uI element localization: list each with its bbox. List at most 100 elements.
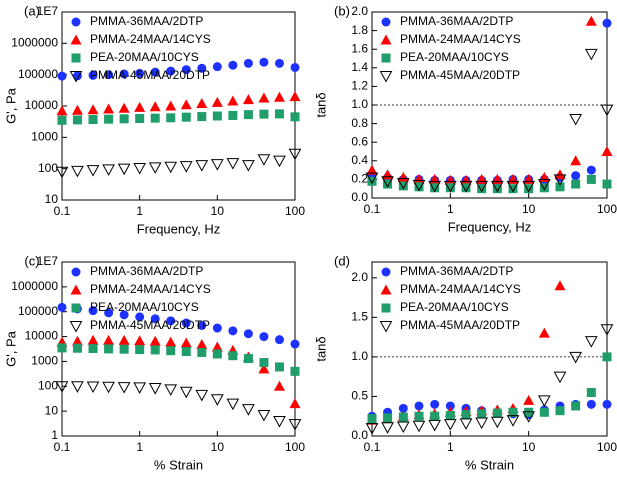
marker — [86, 165, 100, 177]
y-tick-label: 1E7 — [37, 4, 59, 18]
marker — [274, 362, 284, 372]
x-tick-label: 10 — [522, 202, 536, 216]
y-tick-label: 10000 — [25, 98, 59, 112]
marker — [181, 65, 191, 75]
x-tick-label: 0.1 — [54, 204, 71, 218]
marker — [102, 164, 115, 176]
marker — [88, 306, 98, 316]
marker — [365, 172, 379, 185]
y-tick-label: 10 — [45, 192, 59, 206]
y-tick-label: 0.2 — [351, 172, 368, 186]
marker — [492, 184, 502, 194]
marker — [508, 407, 518, 417]
marker — [443, 180, 457, 193]
y-tick-label: 1.0 — [351, 349, 368, 363]
marker — [166, 346, 176, 356]
marker — [397, 172, 409, 183]
marker — [522, 180, 536, 193]
marker — [150, 113, 160, 123]
marker — [396, 178, 410, 190]
marker — [367, 414, 377, 424]
marker — [259, 358, 269, 368]
marker — [584, 336, 598, 348]
marker — [166, 66, 176, 76]
legend-label: PMMA-36MAA/2DTP — [400, 14, 513, 28]
y-tick-label: 10000 — [25, 329, 59, 343]
marker — [180, 337, 192, 348]
marker — [600, 104, 614, 117]
marker — [211, 96, 223, 107]
marker — [88, 70, 98, 80]
legend-marker — [69, 321, 83, 333]
marker — [118, 102, 130, 113]
x-tick-label: 100 — [285, 440, 305, 454]
marker — [553, 174, 567, 186]
legend-label: PMMA-36MAA/2DTP — [400, 264, 513, 278]
legend-label: PMMA-45MAA/20DTP — [90, 68, 210, 82]
y-tick-label: 100 — [38, 161, 58, 175]
marker — [555, 406, 565, 416]
marker — [290, 339, 300, 349]
marker — [524, 407, 534, 417]
marker — [461, 410, 471, 420]
marker — [398, 403, 408, 413]
legend-label: PMMA-24MAA/14CYS — [400, 282, 521, 296]
marker — [119, 114, 129, 124]
legend-marker — [379, 321, 393, 333]
marker — [228, 60, 238, 70]
marker — [459, 180, 473, 193]
y-tick-label: 100000 — [18, 304, 58, 318]
marker — [71, 165, 84, 178]
marker — [490, 416, 504, 429]
x-tick-label: 10 — [522, 440, 536, 454]
marker — [102, 381, 115, 394]
marker — [197, 112, 207, 122]
y-tick-label: 1000000 — [11, 36, 58, 50]
marker — [523, 394, 535, 405]
panel-label: (b) — [334, 3, 350, 18]
legend-marker — [70, 284, 82, 295]
marker — [165, 100, 177, 111]
marker — [195, 389, 209, 402]
marker — [492, 408, 502, 418]
marker — [149, 101, 161, 112]
y-tick-label: 1000 — [31, 354, 58, 368]
marker — [289, 91, 301, 102]
marker — [257, 154, 271, 166]
marker — [273, 380, 285, 391]
x-tick-label: 1 — [136, 204, 143, 218]
marker — [166, 316, 176, 326]
marker — [57, 343, 67, 353]
marker — [88, 344, 98, 354]
marker — [600, 324, 614, 336]
marker — [243, 354, 253, 364]
marker — [430, 399, 440, 409]
marker — [539, 407, 549, 417]
marker — [443, 419, 457, 431]
marker — [150, 345, 160, 355]
x-axis-label: Frequency, Hz — [137, 221, 221, 236]
x-tick-label: 100 — [597, 440, 617, 454]
y-axis-label: G', Pa — [3, 87, 18, 123]
marker — [197, 347, 207, 357]
legend-marker — [381, 53, 391, 63]
y-tick-label: 100 — [38, 378, 58, 392]
marker — [537, 179, 551, 191]
marker — [273, 155, 286, 168]
marker — [148, 383, 162, 395]
marker — [601, 146, 613, 156]
marker — [242, 160, 255, 172]
marker — [414, 411, 424, 421]
y-tick-label: 0.6 — [351, 134, 368, 148]
marker — [228, 326, 238, 336]
marker — [227, 95, 239, 106]
y-tick-label: 1.8 — [351, 23, 368, 37]
marker — [210, 394, 224, 406]
marker — [290, 62, 300, 72]
marker — [290, 366, 300, 376]
marker — [586, 174, 596, 184]
marker — [103, 334, 115, 345]
marker — [288, 419, 302, 431]
marker — [288, 148, 302, 161]
legend-marker — [380, 34, 392, 45]
